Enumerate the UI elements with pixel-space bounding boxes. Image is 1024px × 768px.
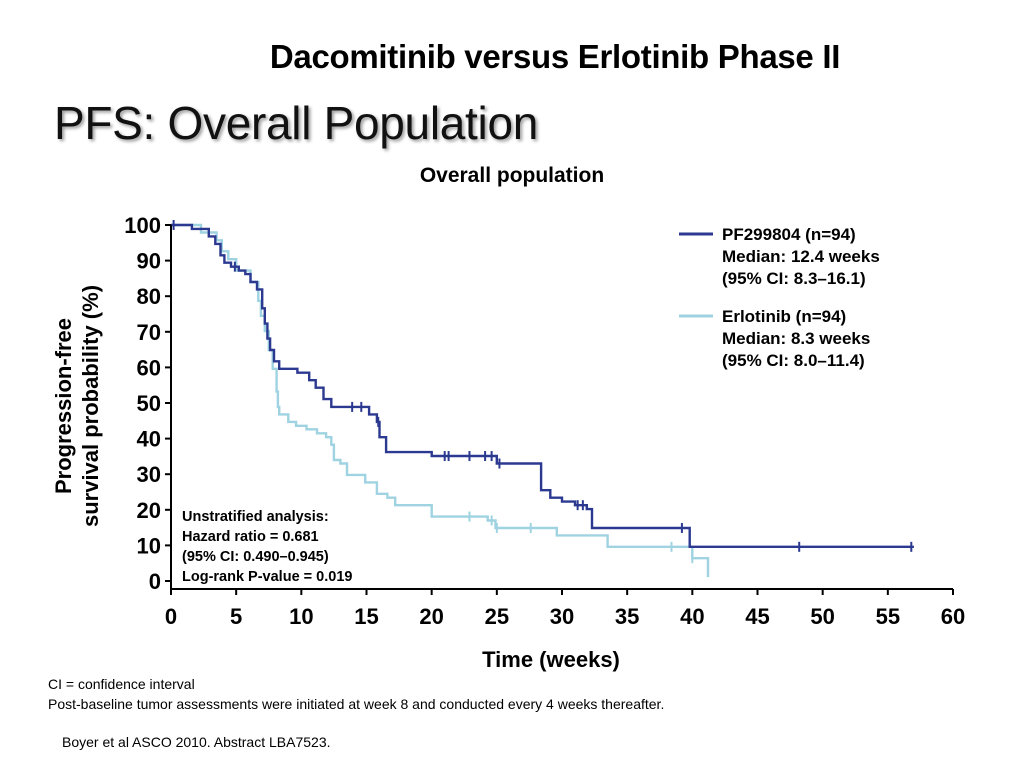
slide-title: Dacomitinib versus Erlotinib Phase II bbox=[269, 38, 841, 75]
y-tick-label: 80 bbox=[137, 284, 161, 309]
x-tick-label: 30 bbox=[550, 604, 574, 629]
y-tick-label: 60 bbox=[137, 355, 161, 380]
legend-text-series-1: Median: 12.4 weeks bbox=[722, 247, 880, 266]
footnote-assessments: Post-baseline tumor assessments were ini… bbox=[48, 696, 665, 712]
stats-annotation: Unstratified analysis: Hazard ratio = 0.6… bbox=[182, 509, 352, 585]
x-tick-label: 45 bbox=[745, 604, 769, 629]
km-curve-series-1 bbox=[171, 223, 914, 548]
stats-annotation-line: (95% CI: 0.490–0.945) bbox=[182, 549, 329, 565]
x-tick-label: 0 bbox=[165, 604, 177, 629]
x-tick-label: 15 bbox=[354, 604, 378, 629]
stats-annotation-line: Log-rank P-value = 0.019 bbox=[182, 569, 352, 585]
footnote-ci: CI = confidence interval bbox=[48, 676, 195, 692]
y-axis-label-line-2: survival probability (%) bbox=[78, 285, 103, 527]
x-tick-label: 40 bbox=[680, 604, 704, 629]
x-axis-label: Time (weeks) bbox=[482, 647, 620, 672]
y-tick-label: 70 bbox=[137, 320, 161, 345]
legend-text-series-1: (95% CI: 8.3–16.1) bbox=[722, 269, 866, 288]
reference-citation: Boyer et al ASCO 2010. Abstract LBA7523. bbox=[62, 734, 331, 750]
y-tick-label: 10 bbox=[137, 533, 161, 558]
stats-annotation-line: Unstratified analysis: bbox=[182, 509, 329, 525]
slide-subtitle: PFS: Overall Population bbox=[54, 97, 539, 149]
y-tick-label: 20 bbox=[137, 498, 161, 523]
km-curves bbox=[171, 220, 914, 578]
y-tick-label: 50 bbox=[137, 391, 161, 416]
chart-axes: 0 10 20 30 40 50 60 70 80 90 100 0 5 10 15 20 25 30 35 40 45… bbox=[124, 213, 965, 629]
x-tick-label: 5 bbox=[230, 604, 242, 629]
legend-text-series-2: Erlotinib (n=94) bbox=[722, 307, 846, 326]
footnotes: CI = confidence interval Post-baseline t… bbox=[48, 674, 664, 714]
y-tick-label: 30 bbox=[137, 462, 161, 487]
x-tick-label: 10 bbox=[289, 604, 313, 629]
x-tick-label: 25 bbox=[485, 604, 509, 629]
y-tick-label: 100 bbox=[124, 213, 161, 238]
legend-text-series-1: PF299804 (n=94) bbox=[722, 225, 856, 244]
x-tick-label: 60 bbox=[941, 604, 965, 629]
legend-text-series-2: (95% CI: 8.0–11.4) bbox=[722, 351, 865, 370]
y-tick-label: 0 bbox=[149, 569, 161, 594]
x-tick-label: 55 bbox=[876, 604, 900, 629]
chart-legend: PF299804 (n=94) Median: 12.4 weeks (95% CI… bbox=[679, 225, 880, 370]
chart-title: Overall population bbox=[420, 164, 604, 187]
stats-annotation-line: Hazard ratio = 0.681 bbox=[182, 529, 319, 545]
y-tick-label: 90 bbox=[137, 249, 161, 274]
y-axis-label: Progression-free survival probability (%… bbox=[51, 285, 103, 527]
legend-text-series-2: Median: 8.3 weeks bbox=[722, 329, 870, 348]
x-tick-label: 35 bbox=[615, 604, 639, 629]
x-tick-label: 20 bbox=[419, 604, 443, 629]
y-tick-label: 40 bbox=[137, 427, 161, 452]
x-tick-label: 50 bbox=[810, 604, 834, 629]
y-axis-label-line-1: Progression-free bbox=[51, 318, 76, 494]
